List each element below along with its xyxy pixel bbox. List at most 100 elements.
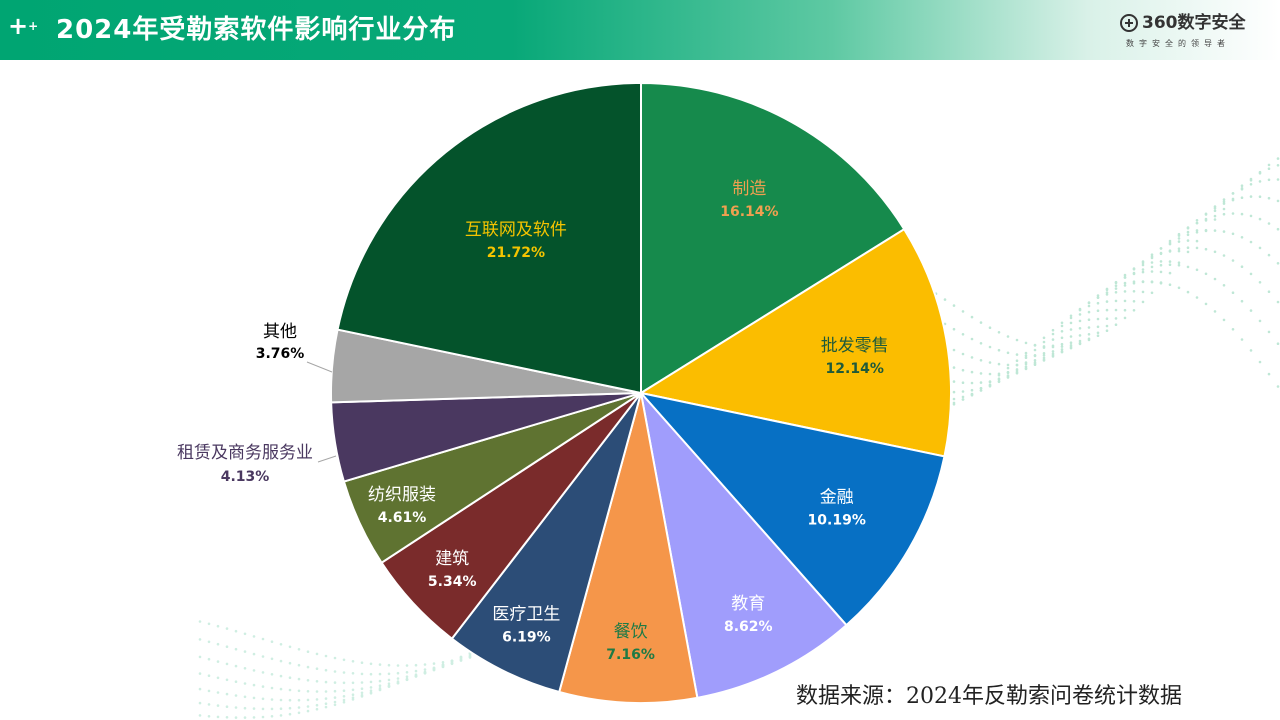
decoration-dot: [1141, 300, 1145, 304]
decoration-dot: [369, 672, 373, 676]
decoration-dot: [1231, 232, 1235, 236]
decoration-dot: [1132, 267, 1136, 270]
decoration-dot: [1240, 299, 1244, 303]
decoration-dot: [1231, 259, 1235, 262]
slice-label-value: 8.62%: [724, 619, 773, 635]
decoration-dot: [1249, 309, 1253, 312]
decoration-dot: [997, 331, 1001, 334]
decoration-dot: [369, 686, 373, 689]
decoration-dot: [961, 333, 965, 336]
slice-label-name: 教育: [731, 594, 765, 614]
decoration-dot: [952, 327, 956, 331]
slice-label-name: 医疗卫生: [492, 604, 560, 624]
decoration-dot: [1006, 366, 1010, 370]
decoration-dot: [1024, 361, 1028, 364]
decoration-dot: [1042, 340, 1046, 344]
decoration-dot: [1006, 370, 1010, 374]
decoration-dot: [970, 337, 974, 341]
decoration-dot: [252, 635, 256, 638]
decoration-dot: [414, 669, 418, 673]
decoration-dot: [1069, 341, 1073, 345]
decoration-dot: [297, 698, 301, 702]
decoration-dot: [1195, 229, 1199, 232]
decoration-dot: [198, 672, 202, 675]
decoration-dot: [261, 697, 265, 701]
decoration-dot: [1069, 328, 1073, 331]
decoration-dot: [216, 704, 220, 707]
pie-slice: [638, 227, 952, 458]
decoration-dot: [225, 692, 229, 696]
decoration-dot: [378, 679, 382, 683]
decoration-dot: [1060, 342, 1064, 346]
decoration-dot: [1231, 198, 1235, 202]
decoration-dot: [261, 655, 265, 658]
decoration-dot: [1069, 314, 1073, 318]
decoration-dot: [360, 681, 364, 684]
decoration-dot: [1060, 324, 1064, 328]
decoration-dot: [1231, 291, 1235, 295]
decoration-dot: [1141, 261, 1145, 265]
decoration-dot: [1267, 372, 1271, 376]
decoration-dot: [198, 620, 202, 623]
decoration-dot: [1276, 262, 1280, 265]
decoration-dot: [1195, 296, 1199, 299]
decoration-dot: [1087, 310, 1091, 314]
decoration-dot: [1078, 313, 1082, 316]
decoration-dot: [387, 685, 391, 688]
decoration-dot: [979, 321, 983, 324]
decoration-dot: [1087, 326, 1091, 329]
decoration-dot: [225, 705, 229, 708]
decoration-dot: [279, 707, 283, 710]
decoration-dot: [324, 668, 328, 672]
decoration-dot: [1240, 236, 1244, 239]
decoration-dot: [961, 310, 965, 313]
decoration-dot: [1042, 359, 1046, 362]
decoration-dot: [1069, 335, 1073, 338]
decoration-dot: [970, 315, 974, 319]
decoration-dot: [1123, 316, 1127, 320]
slice-label-value: 12.14%: [826, 361, 884, 377]
decoration-dot: [234, 664, 238, 668]
decoration-dot: [997, 348, 1001, 352]
decoration-dot: [225, 645, 229, 648]
decoration-dot: [979, 359, 983, 362]
decoration-dot: [1213, 209, 1217, 213]
decoration-dot: [1051, 338, 1055, 341]
decoration-dot: [1177, 240, 1181, 243]
decoration-dot: [1204, 229, 1208, 233]
decoration-dot: [952, 390, 956, 394]
plus-icon: ++: [8, 12, 39, 40]
decoration-dot: [1078, 334, 1082, 337]
decoration-dot: [351, 698, 355, 701]
decoration-dot: [988, 383, 992, 387]
decoration-dot: [1060, 350, 1064, 354]
decoration-dot: [315, 680, 319, 683]
decoration-dot: [378, 688, 382, 692]
decoration-dot: [378, 684, 382, 687]
decoration-dot: [1087, 318, 1091, 322]
decoration-dot: [952, 348, 956, 352]
decoration-dot: [1105, 300, 1109, 303]
decoration-dot: [1195, 239, 1199, 243]
decoration-dot: [1231, 328, 1235, 331]
decoration-dot: [1042, 336, 1046, 340]
decoration-dot: [279, 698, 283, 702]
decoration-dot: [1249, 177, 1253, 181]
decoration-dot: [1258, 246, 1262, 250]
decoration-dot: [279, 714, 283, 717]
decoration-dot: [342, 681, 346, 685]
decoration-dot: [979, 387, 983, 390]
decoration-dot: [1159, 263, 1163, 267]
logo-name: 360数字安全: [1142, 13, 1246, 33]
decoration-dot: [1096, 317, 1100, 321]
decoration-dot: [270, 707, 274, 711]
decoration-dot: [369, 689, 373, 692]
decoration-dot: [1060, 348, 1064, 351]
decoration-dot: [988, 345, 992, 349]
decoration-dot: [1096, 334, 1100, 338]
brand-logo: 360数字安全 数字安全的领导者: [1120, 10, 1270, 52]
decoration-dot: [1258, 217, 1262, 221]
decoration-dot: [1123, 276, 1127, 279]
decoration-dot: [315, 652, 319, 656]
decoration-dot: [1042, 354, 1046, 357]
